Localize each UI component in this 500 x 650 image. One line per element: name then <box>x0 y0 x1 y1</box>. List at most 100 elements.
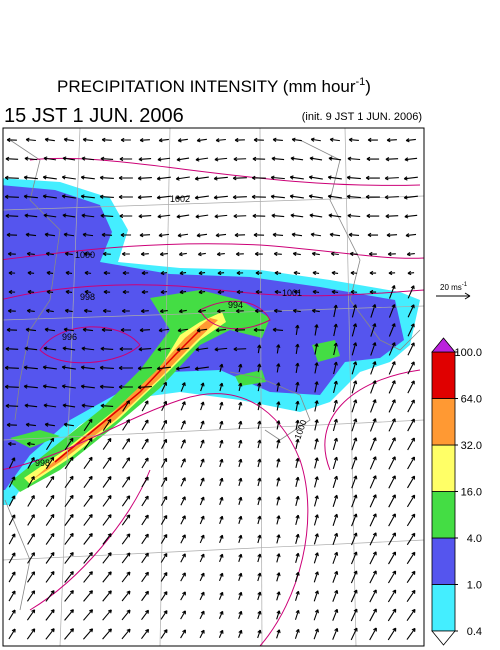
wind-arrow <box>365 175 380 181</box>
wind-arrow <box>350 608 358 622</box>
wind-arrow <box>80 194 95 199</box>
wind-arrow <box>6 327 18 333</box>
wind-arrow <box>369 570 377 584</box>
wind-arrow <box>122 419 130 431</box>
wind-arrow <box>369 513 377 527</box>
wind-arrow <box>160 533 168 544</box>
wind-arrow <box>349 251 358 257</box>
wind-arrow <box>406 570 416 584</box>
colorbar-label: 4.0 <box>467 533 482 545</box>
wind-arrow <box>43 213 57 218</box>
wind-arrow <box>81 156 95 161</box>
wind-arrow <box>253 327 265 333</box>
wind-arrow <box>332 475 339 489</box>
wind-arrow <box>276 553 281 563</box>
wind-arrow <box>276 363 281 373</box>
wind-arrow <box>292 308 301 314</box>
wind-arrow <box>141 438 149 450</box>
wind-arrow <box>369 437 377 451</box>
wind-arrow <box>405 138 416 143</box>
valid-time: 15 JST 1 JUN. 2006 <box>4 105 184 127</box>
wind-arrow <box>139 137 150 143</box>
wind-arrow <box>369 551 377 565</box>
wind-arrow <box>253 137 264 143</box>
wind-arrow <box>406 608 416 621</box>
wind-arrow <box>273 251 282 257</box>
wind-arrow <box>276 629 281 639</box>
wind-arrow <box>271 213 285 218</box>
wind-arrow <box>384 195 399 200</box>
wind-arrow <box>351 304 358 318</box>
wind-arrow <box>219 534 224 543</box>
wind-arrow <box>290 156 304 161</box>
wind-arrow <box>156 366 171 371</box>
wind-arrow <box>83 308 92 314</box>
wind-arrow <box>64 590 74 602</box>
wind-arrow <box>406 589 416 603</box>
wind-arrow <box>387 627 397 641</box>
wind-arrow <box>234 232 246 238</box>
wind-arrow <box>177 328 189 333</box>
wind-arrow <box>25 137 36 142</box>
wind-arrow <box>7 251 16 257</box>
wind-arrow <box>289 175 304 180</box>
wind-arrow <box>141 533 149 545</box>
wind-arrow <box>238 401 243 411</box>
wind-arrow <box>332 399 338 413</box>
colorbar-segment <box>431 444 456 492</box>
wind-arrow <box>308 194 323 199</box>
wind-arrow <box>82 232 94 237</box>
coastlines <box>4 139 421 611</box>
wind-arrow <box>292 251 301 256</box>
wind-arrow <box>311 251 320 256</box>
wind-arrow <box>160 270 168 276</box>
wind-arrow <box>160 610 168 620</box>
wind-arrow <box>314 400 319 412</box>
colorbar-label: 100.0 <box>454 347 482 359</box>
wind-arrow <box>23 365 38 370</box>
wind-arrow <box>26 251 35 257</box>
wind-arrow <box>102 308 111 314</box>
wind-arrow <box>314 381 319 393</box>
wind-arrow <box>140 251 149 257</box>
wind-arrow <box>369 289 377 295</box>
wind-arrow <box>44 232 56 237</box>
wind-arrow <box>44 422 55 427</box>
wind-arrow <box>295 514 300 525</box>
wind-arrow <box>370 304 377 318</box>
wind-arrow <box>257 610 262 620</box>
wind-arrow <box>332 418 338 432</box>
wind-arrow <box>8 476 16 488</box>
wind-arrow <box>387 608 397 622</box>
wind-arrow <box>407 342 415 356</box>
wind-arrow <box>215 138 226 143</box>
wind-arrow <box>156 176 171 181</box>
wind-arrow <box>121 251 130 257</box>
wind-arrow <box>351 494 358 508</box>
wind-arrow <box>64 513 74 526</box>
wind-arrow <box>137 366 152 371</box>
wind-arrow <box>332 551 339 564</box>
wind-arrow <box>257 515 262 525</box>
wind-arrow <box>350 289 358 295</box>
wind-arrow <box>81 403 95 408</box>
wind-arrow <box>251 175 266 181</box>
wind-arrow <box>332 570 339 583</box>
wind-arrow <box>83 552 93 564</box>
wind-arrow <box>122 400 130 412</box>
wind-arrow <box>333 304 338 318</box>
wind-arrow <box>83 513 93 526</box>
wind-arrow <box>199 591 205 601</box>
wind-arrow <box>199 534 205 544</box>
wind-arrow <box>311 308 320 313</box>
wind-arrow <box>6 137 17 143</box>
wind-arrow <box>385 214 399 219</box>
wind-arrow <box>83 456 93 470</box>
wind-arrow <box>8 514 16 526</box>
wind-arrow <box>179 289 187 295</box>
wind-arrow <box>387 251 396 257</box>
wind-arrow <box>119 156 133 162</box>
colorbar-segment <box>431 351 456 399</box>
title-main: PRECIPITATION INTENSITY (mm hour <box>57 77 356 96</box>
wind-arrow <box>407 399 415 413</box>
